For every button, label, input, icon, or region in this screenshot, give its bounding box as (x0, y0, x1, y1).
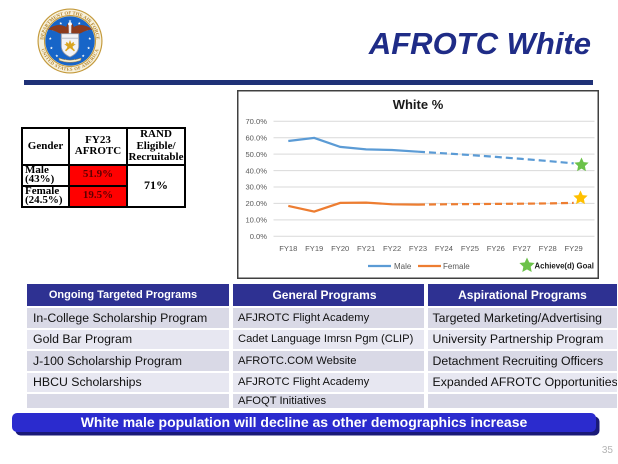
svg-text:FY25: FY25 (461, 244, 479, 253)
svg-text:Achieve(d) Goal: Achieve(d) Goal (535, 262, 594, 271)
svg-text:FY29: FY29 (565, 244, 583, 253)
svg-text:30.0%: 30.0% (245, 183, 267, 192)
svg-text:FY26: FY26 (487, 244, 505, 253)
svg-text:20.0%: 20.0% (245, 199, 267, 208)
svg-text:50.0%: 50.0% (245, 150, 267, 159)
svg-text:FY18: FY18 (279, 244, 297, 253)
svg-text:70.0%: 70.0% (245, 117, 267, 126)
svg-text:40.0%: 40.0% (245, 166, 267, 175)
svg-text:FY22: FY22 (383, 244, 401, 253)
svg-text:FY23: FY23 (409, 244, 427, 253)
svg-text:FY19: FY19 (305, 244, 323, 253)
svg-text:60.0%: 60.0% (245, 133, 267, 142)
svg-text:0.0%: 0.0% (250, 232, 268, 241)
svg-text:10.0%: 10.0% (245, 216, 267, 225)
svg-text:FY28: FY28 (539, 244, 557, 253)
svg-text:FY21: FY21 (357, 244, 375, 253)
svg-text:Female: Female (443, 262, 470, 271)
svg-text:FY24: FY24 (435, 244, 453, 253)
svg-text:Male: Male (394, 262, 412, 271)
svg-text:White %: White % (393, 97, 444, 112)
svg-text:FY20: FY20 (331, 244, 349, 253)
svg-text:FY27: FY27 (513, 244, 531, 253)
